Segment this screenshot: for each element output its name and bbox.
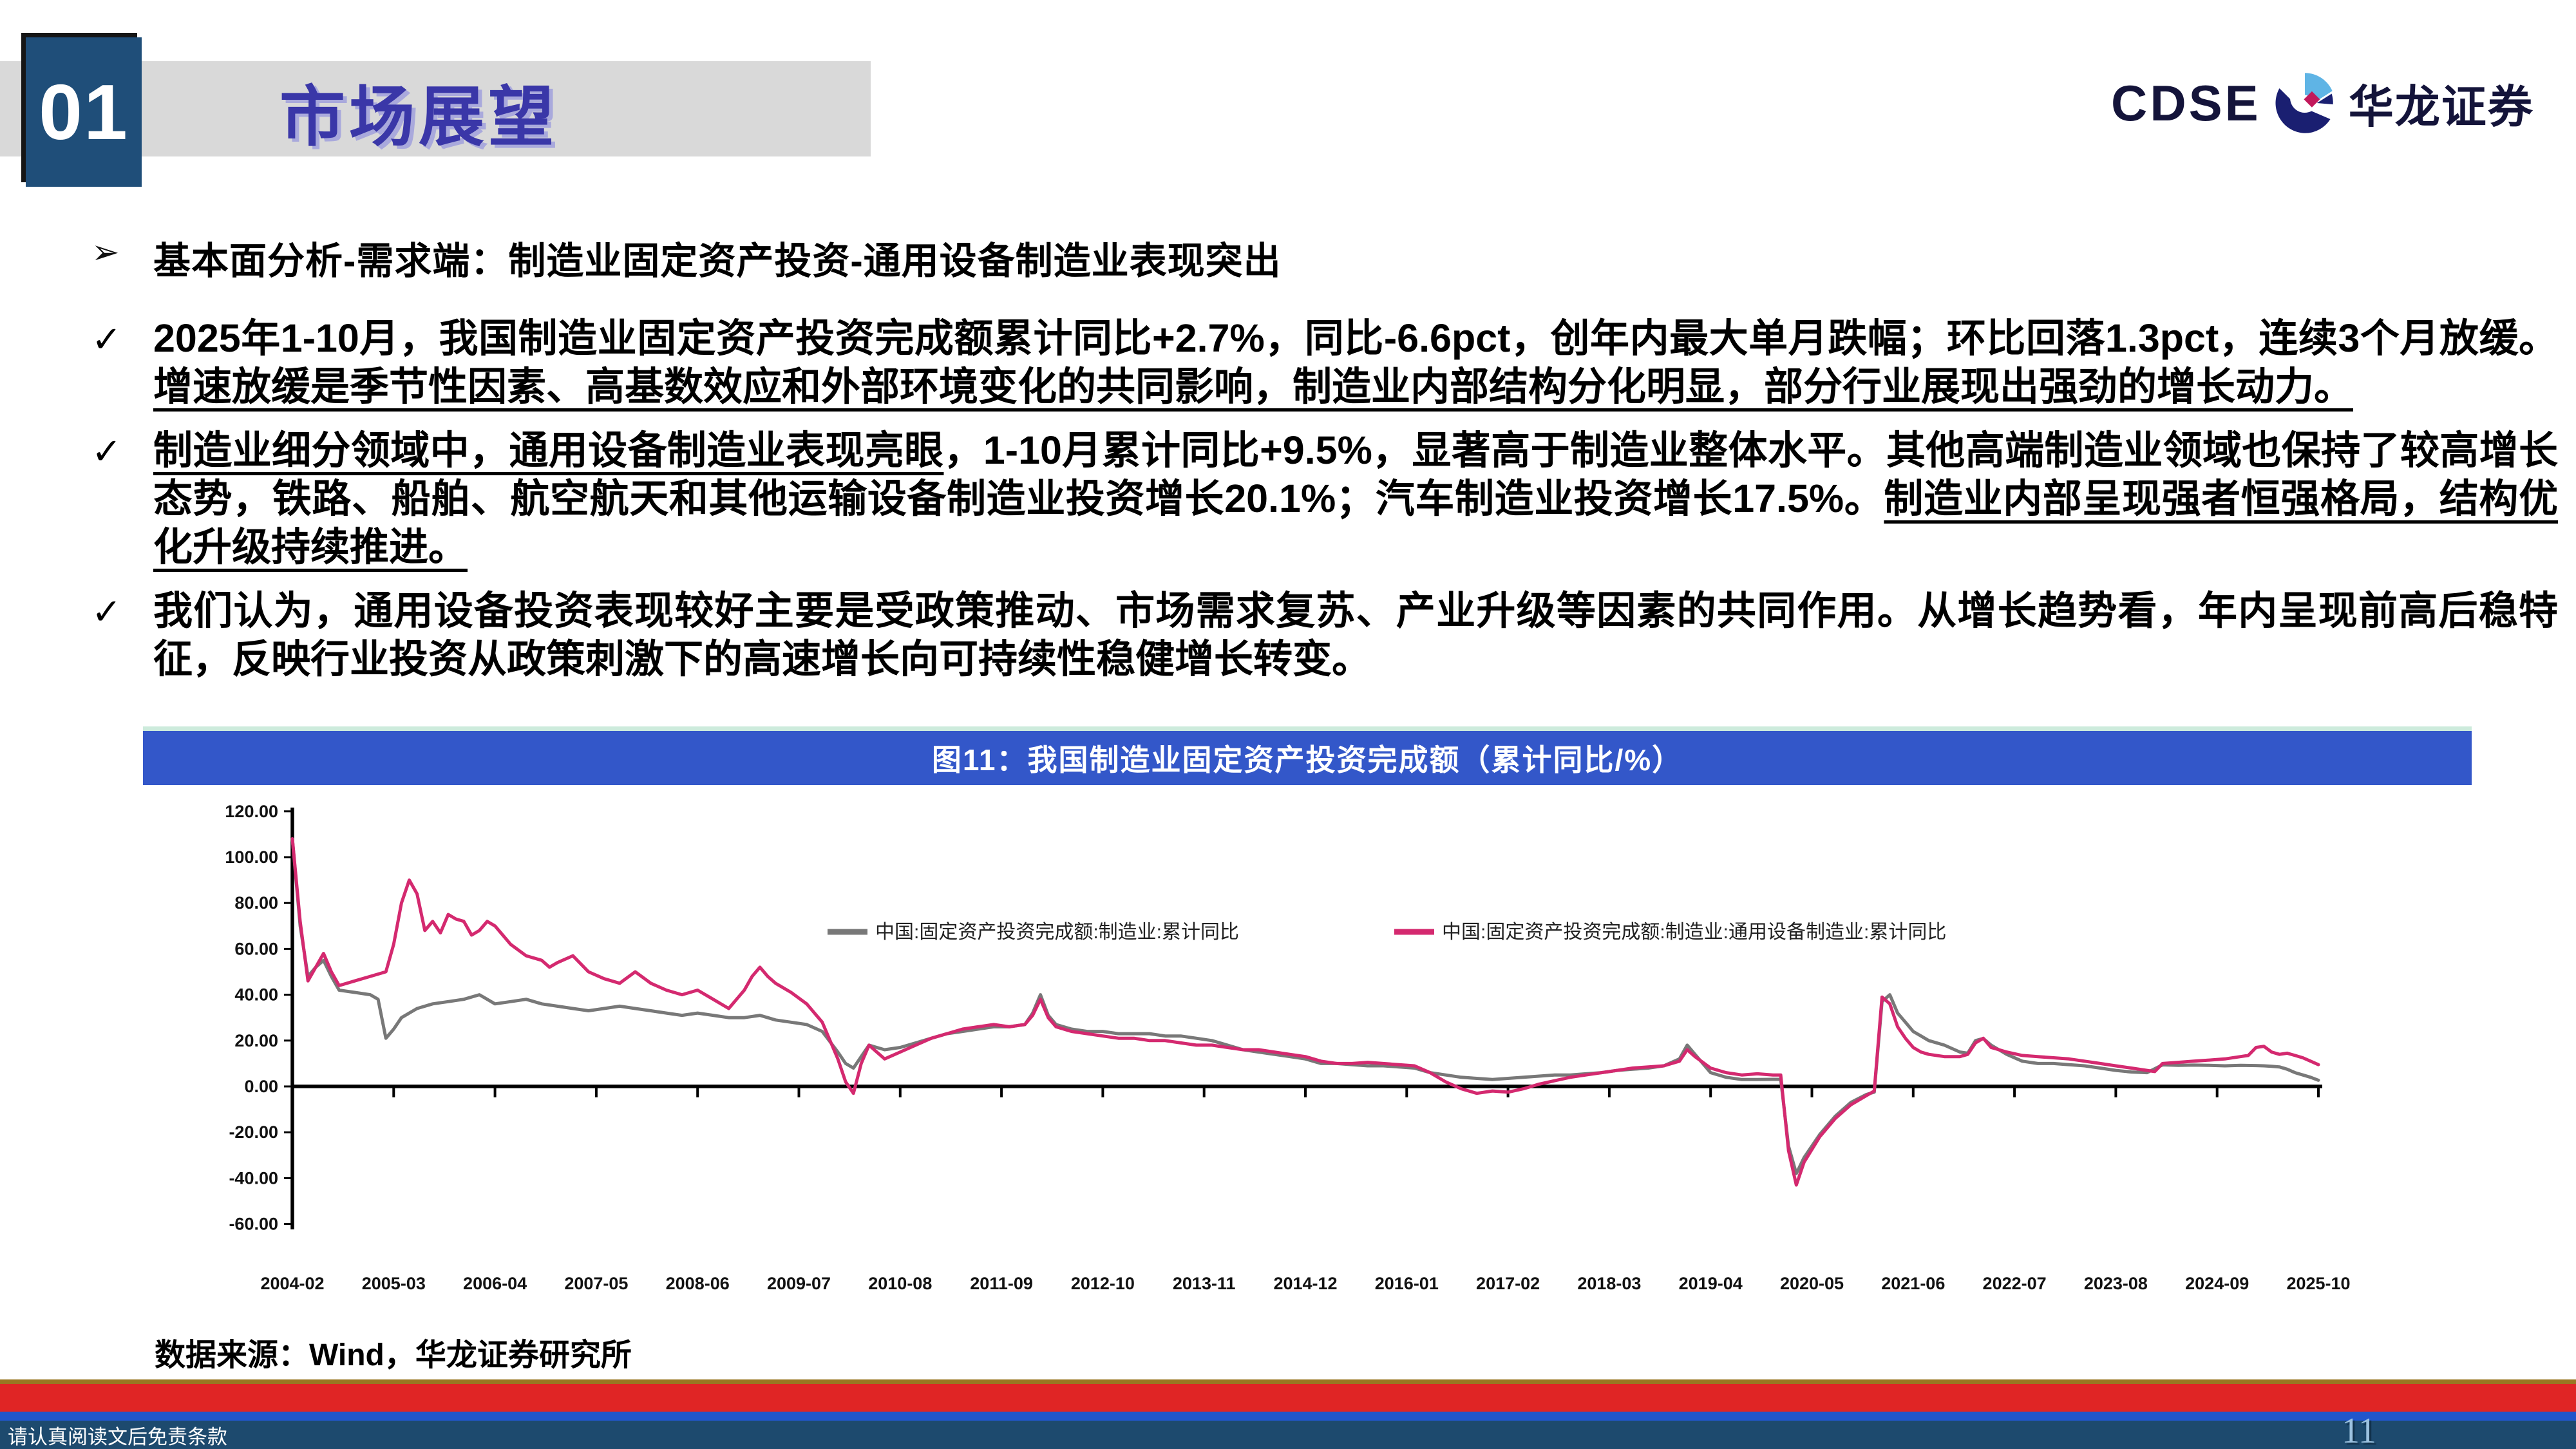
svg-text:2020-05: 2020-05 [1780,1274,1844,1293]
title-banner [0,61,871,156]
figure-title: 图11：我国制造业固定资产投资完成额（累计同比/%） [931,743,1683,777]
svg-text:2007-05: 2007-05 [564,1274,628,1293]
footer-navy-bar [0,1421,2576,1449]
svg-text:中国:固定资产投资完成额:制造业:累计同比: 中国:固定资产投资完成额:制造业:累计同比 [875,922,1239,943]
svg-text:2017-02: 2017-02 [1476,1274,1540,1293]
section-number-box: 01 [26,37,142,187]
svg-text:2008-06: 2008-06 [666,1274,730,1293]
svg-text:中国:固定资产投资完成额:制造业:通用设备制造业:累计同比: 中国:固定资产投资完成额:制造业:通用设备制造业:累计同比 [1442,922,1946,943]
svg-text:2019-04: 2019-04 [1679,1274,1743,1293]
section-number: 01 [39,68,129,156]
bullet-item: ✓ 制造业细分领域中，通用设备制造业表现亮眼，1-10月累计同比+9.5%，显著高… [91,426,2558,571]
svg-text:2014-12: 2014-12 [1273,1274,1337,1293]
section-subtitle: ➢ 基本面分析-需求端：制造业固定资产投资-通用设备制造业表现突出 [91,231,2513,285]
svg-text:2006-04: 2006-04 [463,1274,527,1293]
svg-text:-40.00: -40.00 [229,1168,278,1188]
svg-text:2009-07: 2009-07 [767,1274,831,1293]
bullet-item: ✓ 2025年1-10月，我国制造业固定资产投资完成额累计同比+2.7%，同比-6… [91,314,2558,411]
bullet-text: 我们认为，通用设备投资表现较好主要是受政策推动、市场需求复苏、产业升级等因素的共… [153,589,2558,681]
page-number: 11 [2342,1411,2376,1449]
svg-text:2022-07: 2022-07 [1983,1274,2047,1293]
figure-title-bar: 图11：我国制造业固定资产投资完成额（累计同比/%） [143,726,2472,785]
footer-disclaimer: 请认真阅读文后免责条款 [8,1426,227,1448]
svg-text:2016-01: 2016-01 [1375,1274,1439,1293]
subtitle-text: 基本面分析-需求端：制造业固定资产投资-通用设备制造业表现突出 [153,240,1282,282]
arrow-bullet-icon: ➢ [91,234,120,271]
bullet-list: ✓ 2025年1-10月，我国制造业固定资产投资完成额累计同比+2.7%，同比-6… [91,314,2558,699]
svg-text:2025-10: 2025-10 [2286,1274,2350,1293]
check-icon: ✓ [91,591,122,632]
svg-text:2024-09: 2024-09 [2185,1274,2249,1293]
company-logo: CDSE 华龙证券 [2111,64,2534,142]
bullet-text: 2025年1-10月，我国制造业固定资产投资完成额累计同比+2.7%，同比-6.… [153,316,2558,408]
data-source-note: 数据来源：Wind，华龙证券研究所 [155,1338,632,1372]
svg-text:-60.00: -60.00 [229,1215,278,1234]
svg-text:120.00: 120.00 [225,802,278,821]
footer-red-bar [0,1384,2576,1412]
svg-text:20.00: 20.00 [234,1031,278,1050]
page-title: 市场展望 [279,80,558,154]
footer-blue-strip [0,1412,2576,1421]
logo-text-cn: 华龙证券 [2348,81,2534,132]
svg-text:-20.00: -20.00 [229,1122,278,1142]
figure-panel: 图11：我国制造业固定资产投资完成额（累计同比/%） 120.00 100.00 8… [143,726,2472,1325]
bullet-item: ✓ 我们认为，通用设备投资表现较好主要是受政策推动、市场需求复苏、产业升级等因素的… [91,587,2558,683]
check-icon: ✓ [91,431,122,471]
svg-text:80.00: 80.00 [234,893,278,913]
svg-text:0.00: 0.00 [244,1077,278,1096]
svg-text:2021-06: 2021-06 [1881,1274,1945,1293]
svg-text:2004-02: 2004-02 [260,1274,324,1293]
svg-text:60.00: 60.00 [234,939,278,958]
footer-gold-rule [0,1379,2576,1384]
svg-text:2018-03: 2018-03 [1577,1274,1641,1293]
line-chart: 120.00 100.00 80.00 60.00 40.00 20.00 0.00 -20.… [143,785,2472,1325]
svg-text:2012-10: 2012-10 [1071,1274,1135,1293]
logo-text-en: CDSE [2111,74,2261,131]
svg-text:2011-09: 2011-09 [970,1274,1033,1293]
svg-text:40.00: 40.00 [234,985,278,1005]
svg-text:2013-11: 2013-11 [1173,1274,1236,1293]
svg-text:2005-03: 2005-03 [362,1274,426,1293]
bullet-text: 制造业细分领域中，通用设备制造业表现亮眼，1-10月累计同比+9.5%，显著高于… [153,428,2558,569]
svg-text:100.00: 100.00 [225,848,278,867]
svg-text:2023-08: 2023-08 [2084,1274,2148,1293]
logo-globe-icon [2275,73,2333,133]
check-icon: ✓ [91,319,122,359]
svg-text:2010-08: 2010-08 [868,1274,932,1293]
